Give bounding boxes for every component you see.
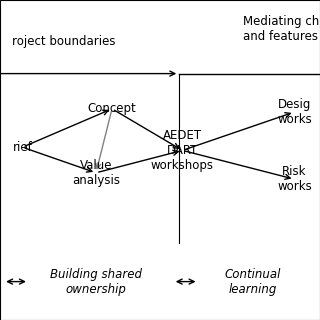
Text: Concept: Concept bbox=[88, 102, 136, 115]
Text: Continual
learning: Continual learning bbox=[225, 268, 281, 296]
Text: Mediating charac
and features: Mediating charac and features bbox=[243, 15, 320, 43]
Text: AEDET
DART
workshops: AEDET DART workshops bbox=[151, 129, 214, 172]
Text: Building shared
ownership: Building shared ownership bbox=[50, 268, 142, 296]
Text: Desig
works: Desig works bbox=[277, 98, 312, 126]
Text: rief: rief bbox=[12, 141, 32, 154]
Text: roject boundaries: roject boundaries bbox=[12, 35, 116, 48]
Text: Value
analysis: Value analysis bbox=[72, 159, 120, 187]
Text: Risk
works: Risk works bbox=[277, 165, 312, 193]
